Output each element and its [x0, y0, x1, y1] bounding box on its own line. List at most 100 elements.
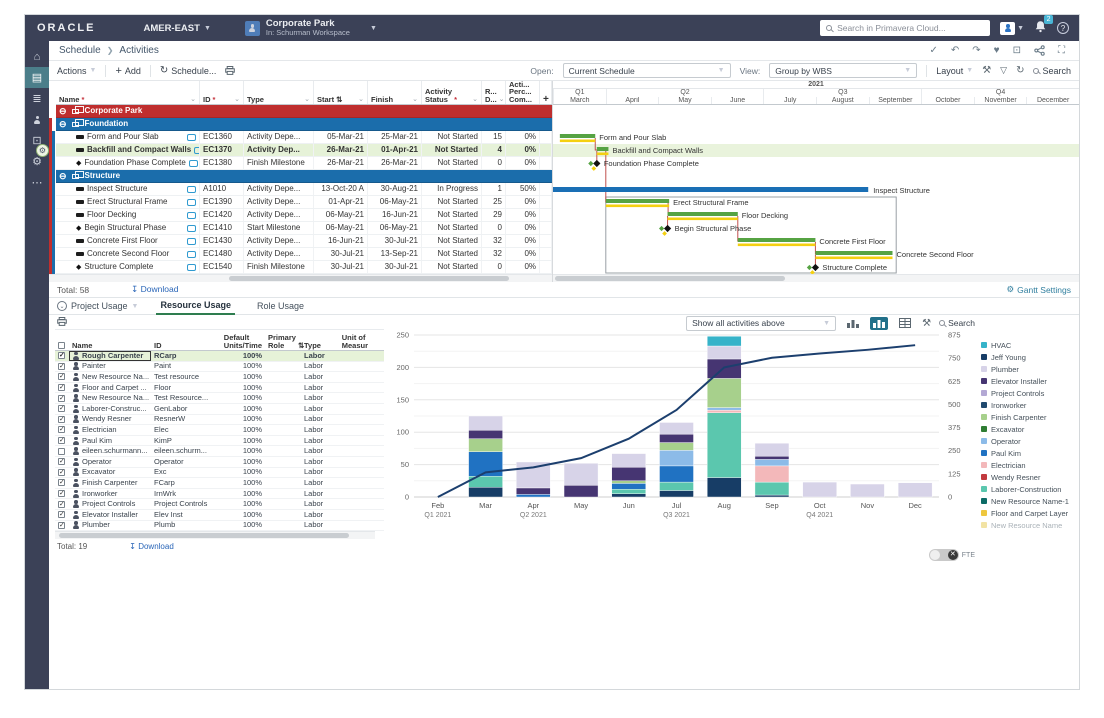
legend-item[interactable]: Laborer-Construction: [981, 483, 1077, 495]
table-row[interactable]: ⊖ Structure: [56, 170, 552, 183]
resource-row[interactable]: eileen.schurmann... eileen.schurm... 100% L…: [55, 446, 384, 457]
discussion-icon[interactable]: [194, 146, 199, 154]
column-header-finish[interactable]: Finish ⌄: [368, 81, 422, 104]
legend-item[interactable]: Jeff Young: [981, 351, 1077, 363]
table-row[interactable]: Concrete First Floor EC1430 Activity Depe.…: [56, 235, 552, 248]
res-column-type[interactable]: Type: [304, 340, 321, 350]
discussion-icon[interactable]: [187, 211, 196, 219]
spreadsheet-view-icon[interactable]: [896, 317, 914, 330]
gantt-milestone[interactable]: [663, 224, 672, 233]
gantt-bar[interactable]: [605, 199, 670, 203]
resource-checkbox[interactable]: [55, 478, 69, 488]
legend-item[interactable]: Excavator: [981, 423, 1077, 435]
open-schedule-dropdown[interactable]: Current Schedule ▼: [562, 63, 731, 78]
res-column-default[interactable]: Default Units/Time: [223, 333, 262, 350]
column-header-acti...[interactable]: Acti... Perc... Com...: [506, 81, 540, 104]
legend-item[interactable]: Ironworker: [981, 399, 1077, 411]
resource-checkbox[interactable]: [55, 521, 69, 530]
legend-item[interactable]: Paul Kim: [981, 447, 1077, 459]
undo-icon[interactable]: ↶: [950, 45, 960, 56]
resource-checkbox[interactable]: [55, 351, 69, 361]
gantt-progress-bar[interactable]: [553, 187, 869, 192]
resource-checkbox[interactable]: [55, 425, 69, 435]
schedule-run-button[interactable]: ↻ Schedule...: [159, 65, 217, 76]
global-search-input[interactable]: Search in Primavera Cloud...: [820, 20, 991, 36]
grid-download-link[interactable]: ↧ Download: [131, 284, 179, 294]
tab-resource-usage[interactable]: Resource Usage: [156, 297, 236, 315]
resource-checkbox[interactable]: [55, 510, 69, 520]
legend-item[interactable]: Project Controls: [981, 387, 1077, 399]
grid-search-button[interactable]: Search: [1033, 66, 1071, 76]
gantt-milestone[interactable]: [593, 159, 601, 168]
discussion-icon[interactable]: [187, 185, 196, 193]
discussion-icon[interactable]: [187, 263, 196, 271]
discussion-icon[interactable]: [187, 198, 196, 206]
tab-role-usage[interactable]: Role Usage: [257, 301, 305, 311]
histogram-view-icon[interactable]: [844, 317, 862, 330]
redo-icon[interactable]: ↷: [972, 45, 981, 56]
legend-item[interactable]: Finish Carpenter: [981, 411, 1077, 423]
sidebar-item-home[interactable]: ⌂: [33, 50, 41, 63]
resource-checkbox[interactable]: [55, 415, 69, 424]
table-row[interactable]: Erect Structural Frame EC1390 Activity Dep…: [56, 196, 552, 209]
gantt-bar[interactable]: [737, 238, 816, 242]
filter-icon[interactable]: ▽: [1000, 65, 1008, 75]
sidebar-item-resources[interactable]: [25, 109, 49, 130]
usage-type-selector[interactable]: ⌄ Project Usage ▼: [57, 301, 138, 311]
notifications-button[interactable]: 2: [1034, 15, 1053, 36]
column-header-name[interactable]: Name * ⌄: [56, 81, 200, 104]
refresh-icon[interactable]: ↻: [1016, 65, 1025, 76]
table-row[interactable]: Form and Pour Slab EC1360 Activity Depe...…: [56, 131, 552, 144]
sidebar-item-settings[interactable]: ⚙: [32, 156, 42, 168]
resource-checkbox[interactable]: [55, 372, 69, 382]
select-all-checkbox[interactable]: [55, 330, 69, 350]
sidebar-item-schedule[interactable]: ▤: [25, 67, 49, 88]
table-row[interactable]: Floor Decking EC1420 Activity Depe... 06-Ma…: [56, 209, 552, 222]
breadcrumb-schedule[interactable]: Schedule: [59, 45, 101, 56]
resource-checkbox[interactable]: [55, 499, 69, 509]
resource-checkbox[interactable]: [55, 446, 69, 456]
legend-item[interactable]: Operator: [981, 435, 1077, 447]
table-row[interactable]: Inspect Structure A1010 Activity Depe... 13…: [56, 183, 552, 196]
view-dropdown[interactable]: Group by WBS ▼: [769, 63, 918, 78]
share-icon[interactable]: [1034, 45, 1045, 56]
actions-menu-button[interactable]: Actions ▼: [57, 65, 97, 76]
column-header-activity[interactable]: Activity Status * ⌄: [422, 81, 482, 104]
res-column-id[interactable]: ID: [154, 340, 162, 350]
legend-item[interactable]: Plumber: [981, 363, 1077, 375]
res-column-name[interactable]: Name: [72, 340, 93, 350]
user-menu[interactable]: ▼: [1000, 21, 1024, 35]
resource-checkbox[interactable]: [55, 468, 69, 477]
discussion-icon[interactable]: [188, 159, 198, 167]
add-column-button[interactable]: +: [540, 81, 552, 104]
table-row[interactable]: ⊖ Corporate Park: [56, 105, 552, 118]
resource-checkbox[interactable]: [55, 489, 69, 498]
collapse-icon[interactable]: ⊖: [59, 118, 67, 129]
table-row[interactable]: ⊖ Foundation: [56, 118, 552, 131]
resource-checkbox[interactable]: [55, 393, 69, 403]
gantt-bar[interactable]: [559, 134, 596, 138]
legend-item[interactable]: New Resource Name: [981, 519, 1077, 531]
resource-checkbox[interactable]: [55, 457, 69, 467]
collapse-icon[interactable]: ⊖: [59, 170, 67, 181]
gantt-settings-link[interactable]: ⚙ Gantt Settings: [1006, 284, 1072, 295]
column-header-start[interactable]: Start ⇅ ⌄: [314, 81, 368, 104]
sidebar-item-apps[interactable]: ⊡: [32, 135, 42, 147]
gantt-horizontal-scrollbar[interactable]: [553, 274, 1079, 282]
res-column-primary[interactable]: Primary Role ⇅: [268, 333, 305, 350]
resource-checkbox[interactable]: [55, 436, 69, 445]
discussion-icon[interactable]: [187, 224, 196, 232]
discussion-icon[interactable]: [187, 237, 196, 245]
column-header-id[interactable]: ID * ⌄: [200, 81, 244, 104]
resource-checkbox[interactable]: [55, 404, 69, 414]
check-schedule-icon[interactable]: ✓: [929, 45, 938, 56]
fte-toggle[interactable]: ✕: [928, 549, 959, 561]
column-header-type[interactable]: Type ⌄: [244, 81, 314, 104]
open-window-icon[interactable]: ⊡: [1012, 45, 1021, 56]
